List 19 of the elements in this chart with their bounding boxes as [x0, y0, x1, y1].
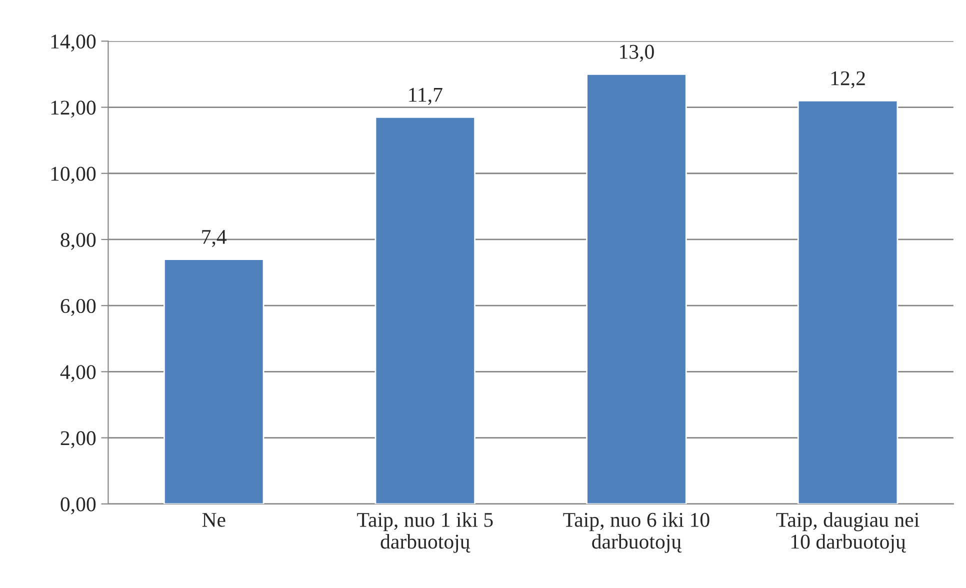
bar [163, 258, 264, 504]
data-label: 12,2 [831, 71, 865, 88]
bar [797, 100, 898, 504]
y-tick-label: 0,00 [60, 497, 96, 514]
bar [586, 74, 687, 504]
data-label: 13,0 [620, 44, 654, 62]
y-tick-label: 14,00 [51, 34, 96, 52]
x-tick-label: Taip, nuo 6 iki 10 darbuotojų [563, 512, 710, 553]
y-tick-label: 10,00 [51, 166, 96, 184]
x-tick-label: Taip, nuo 1 iki 5 darbuotojų [357, 512, 493, 553]
y-tick-label: 4,00 [60, 365, 96, 382]
y-tick-label: 6,00 [60, 298, 96, 316]
x-tick-label: Taip, daugiau nei 10 darbuotojų [776, 512, 920, 553]
x-tick-label: Ne [202, 513, 226, 527]
y-tick-label: 8,00 [60, 232, 96, 250]
bar [374, 116, 476, 504]
y-tick-label: 2,00 [60, 431, 96, 448]
y-tick-label: 12,00 [51, 100, 96, 118]
data-label: 11,7 [409, 88, 442, 105]
